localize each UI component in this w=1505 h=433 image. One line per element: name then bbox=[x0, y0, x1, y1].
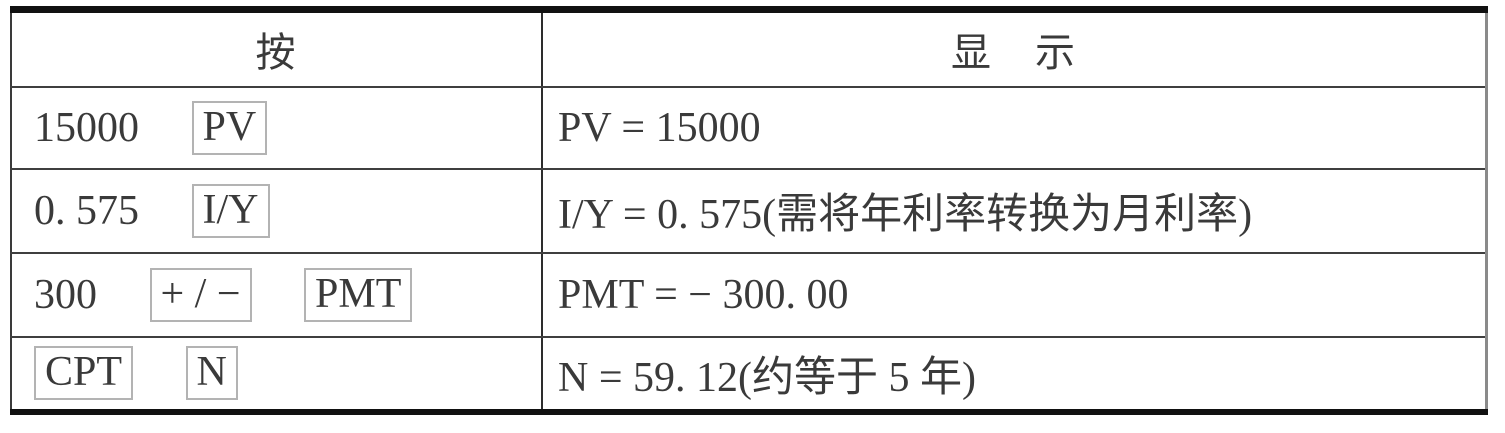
press-cell: CPT N bbox=[11, 336, 543, 412]
press-cell: 0. 575 I/Y bbox=[11, 168, 543, 254]
calculator-steps-table: 按 显 示 15000 PV PV = 15000 0. 575 I/Y I/Y… bbox=[10, 6, 1488, 415]
table-row: 0. 575 I/Y I/Y = 0. 575(需将年利率转换为月利率) bbox=[11, 168, 1487, 254]
display-output: PV = 15000 bbox=[542, 86, 1487, 170]
input-value: 0. 575 bbox=[34, 187, 139, 234]
press-cell: 300 + / − PMT bbox=[11, 252, 543, 338]
calculator-key-cpt: CPT bbox=[34, 346, 134, 401]
calculator-key-n: N bbox=[185, 346, 238, 401]
display-output: N = 59. 12(约等于 5 年) bbox=[558, 354, 976, 401]
column-header-display: 显 示 bbox=[542, 9, 1487, 88]
display-output: PMT = − 300. 00 bbox=[542, 252, 1487, 338]
table-row: 15000 PV PV = 15000 bbox=[11, 86, 1487, 170]
input-value: 300 bbox=[34, 271, 97, 318]
calculator-key-pv: PV bbox=[191, 100, 268, 155]
display-output: I/Y = 0. 575(需将年利率转换为月利率) bbox=[542, 168, 1487, 254]
calculator-key-pmt: PMT bbox=[304, 267, 413, 322]
column-header-press: 按 bbox=[11, 9, 543, 88]
press-cell: 15000 PV bbox=[11, 86, 543, 170]
table-row: 300 + / − PMT PMT = − 300. 00 bbox=[11, 252, 1487, 338]
calculator-key-plus-minus: + / − bbox=[149, 267, 252, 322]
calculator-key-iy: I/Y bbox=[191, 183, 270, 238]
input-value: 15000 bbox=[34, 104, 139, 151]
table-header-row: 按 显 示 bbox=[11, 9, 1487, 88]
table-row: CPT N N = 59. 12(约等于 5 年) bbox=[11, 336, 1487, 412]
